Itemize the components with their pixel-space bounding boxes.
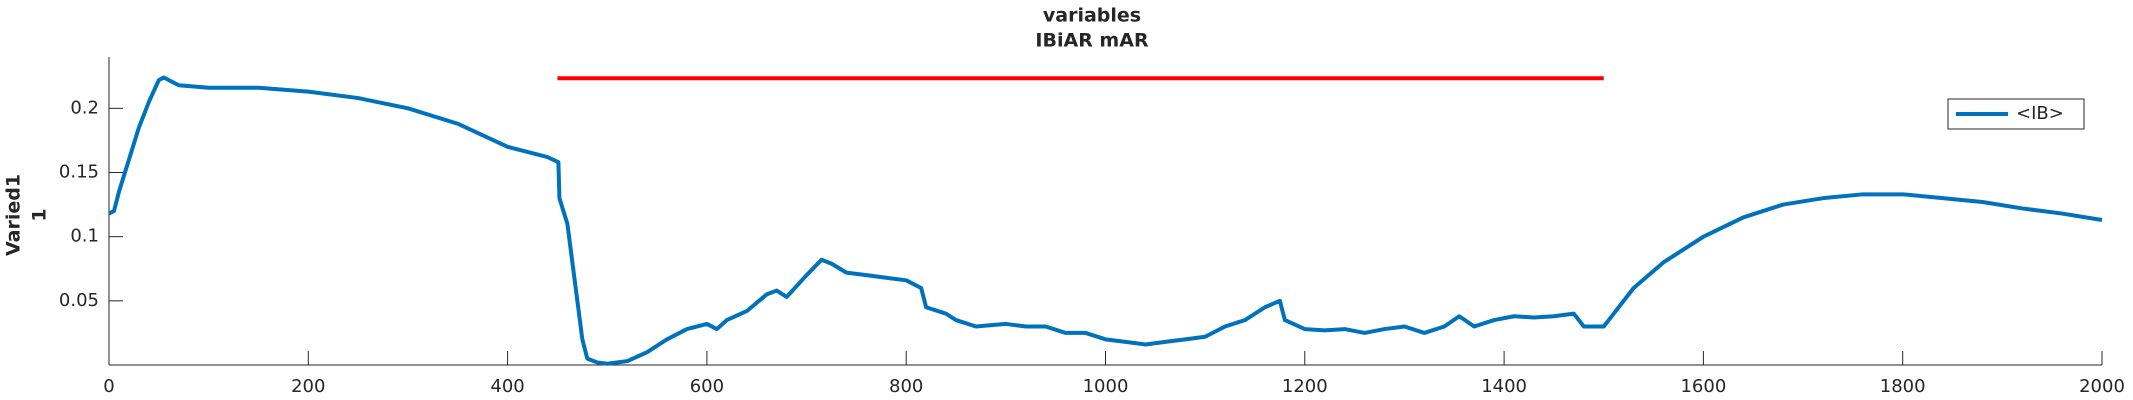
y-tick-label: 0.15 xyxy=(59,162,99,183)
x-tick-label: 2000 xyxy=(2079,376,2125,397)
x-tick-label: 1400 xyxy=(1481,376,1527,397)
x-tick-label: 600 xyxy=(690,376,724,397)
x-tick-label: 1000 xyxy=(1083,376,1129,397)
y-tick-label: 0.2 xyxy=(70,97,99,118)
y-axis-label: Varied1 xyxy=(3,174,25,256)
legend-label: <IB> xyxy=(2016,103,2064,124)
chart-title: variables xyxy=(1043,5,1141,27)
x-tick-label: 200 xyxy=(291,376,325,397)
y-tick-label: 0.05 xyxy=(59,290,99,311)
x-tick-label: 1800 xyxy=(1880,376,1926,397)
x-tick-label: 1200 xyxy=(1282,376,1328,397)
x-tick-label: 400 xyxy=(490,376,524,397)
x-tick-label: 1600 xyxy=(1680,376,1726,397)
y-axis-label: 1 xyxy=(29,208,51,221)
series-line xyxy=(108,75,2103,366)
legend-box xyxy=(1947,98,2085,130)
x-tick-label: 800 xyxy=(889,376,923,397)
y-tick-label: 0.1 xyxy=(70,226,99,247)
chart-title: IBiAR mAR xyxy=(1035,30,1149,52)
x-tick-label: 0 xyxy=(103,376,114,397)
